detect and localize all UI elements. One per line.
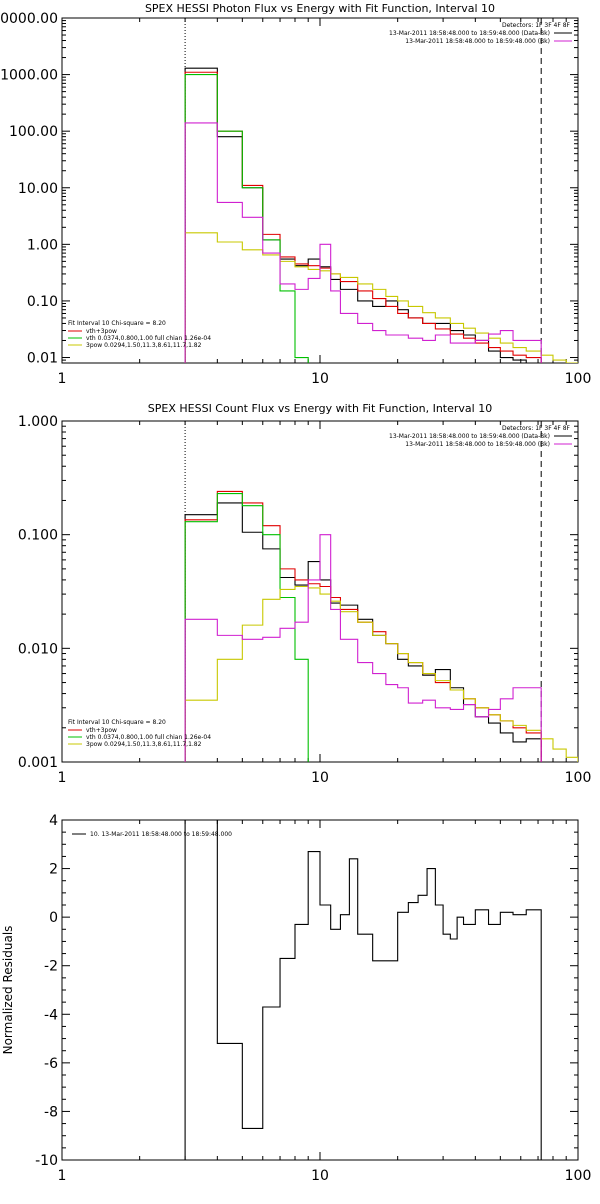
legend-left-entry: 3pow 0.0294,1.50,11.3,8.61,11.7,1.82 (86, 342, 202, 349)
series-1 (184, 820, 542, 1160)
x-tick-label: 1 (58, 770, 67, 786)
chart-title: SPEX HESSI Count Flux vs Energy with Fit… (148, 402, 492, 415)
series-3 (184, 74, 309, 363)
y-tick-label: -2 (44, 959, 58, 975)
y-tick-label: 10.00 (18, 181, 58, 197)
series-group (184, 820, 542, 1160)
legend-left-entry: vth 0.0374,0.800,1.00 full chian 1.26e-0… (86, 335, 211, 342)
legend-right-entry: 13-Mar-2011 18:58:48.000 to 18:59:48.000… (405, 38, 550, 45)
series-3 (184, 493, 309, 762)
y-tick-label: 1000.00 (0, 68, 58, 84)
series-1 (184, 67, 542, 363)
y-tick-label: 0.010 (18, 641, 58, 657)
plot-frame (61, 17, 579, 364)
chart-2: SPEX HESSI Count Flux vs Energy with Fit… (18, 402, 591, 786)
y-tick-label: 4 (49, 813, 58, 829)
legend-left-title: Fit Interval 10 Chi-square = 8.20 (68, 320, 166, 327)
y-tick-label: -8 (44, 1104, 58, 1120)
legend-left-entry: 3pow 0.0294,1.50,11.3,8.61,11.7,1.82 (86, 741, 202, 748)
legend-right-entry: 13-Mar-2011 18:58:48.000 to 18:59:48.000… (389, 433, 550, 440)
y-tick-label: 2 (49, 862, 58, 878)
series-2 (184, 71, 542, 363)
y-tick-label: 1.000 (18, 414, 58, 430)
legend-right-title: Detectors: 1F 3F 4F 8F (502, 22, 571, 29)
y-tick-label: 0.100 (18, 528, 58, 544)
y-tick-label: -10 (35, 1153, 58, 1169)
x-tick-label: 100 (565, 371, 592, 387)
y-tick-label: 10000.00 (0, 11, 58, 27)
x-tick-label: 10 (311, 1168, 329, 1184)
x-tick-label: 10 (311, 770, 329, 786)
x-tick-label: 1 (58, 371, 67, 387)
y-axis-label: Normalized Residuals (1, 926, 15, 1055)
x-tick-label: 100 (565, 1168, 592, 1184)
series-group (184, 490, 578, 762)
legend-right-entry: 13-Mar-2011 18:58:48.000 to 18:59:48.000… (405, 441, 550, 448)
x-tick-label: 100 (565, 770, 592, 786)
series-4 (184, 585, 578, 762)
x-tick-label: 10 (311, 371, 329, 387)
chart-3: Normalized Residuals 1 10 100 -10 -8 -6 -4 -2 0 2 4… (1, 813, 591, 1184)
series-5 (184, 534, 542, 762)
y-tick-label: 1.00 (27, 237, 58, 253)
legend-left-entry: vth 0.0374,0.800,1.00 full chian 1.26e-0… (86, 734, 211, 741)
y-tick-label: 100.00 (9, 124, 58, 140)
y-tick-label: -6 (44, 1056, 58, 1072)
chart-1: SPEX HESSI Photon Flux vs Energy with Fi… (0, 2, 591, 387)
legend-right-title: Detectors: 1F 3F 4F 8F (502, 425, 571, 432)
y-tick-label: 0.01 (27, 351, 58, 367)
legend-left-entry: vth+3pow (86, 328, 117, 335)
y-tick-label: 0.10 (27, 294, 58, 310)
x-tick-label: 1 (58, 1168, 67, 1184)
series-4 (184, 232, 578, 363)
legend-left-entry: 10. 13-Mar-2011 18:58:48.000 to 18:59:48… (90, 831, 232, 838)
y-tick-label: 0 (49, 910, 58, 926)
y-tick-label: -4 (44, 1007, 58, 1023)
y-tick-label: 0.001 (18, 755, 58, 771)
legend-left-title: Fit Interval 10 Chi-square = 8.20 (68, 719, 166, 726)
chart-title: SPEX HESSI Photon Flux vs Energy with Fi… (145, 2, 495, 15)
legend-right-entry: 13-Mar-2011 18:58:48.000 to 18:59:48.000… (389, 30, 550, 37)
series-2 (184, 490, 542, 762)
series-1 (184, 502, 542, 762)
legend-left-entry: vth+3pow (86, 727, 117, 734)
series-5 (184, 122, 542, 363)
series-group (184, 67, 578, 363)
